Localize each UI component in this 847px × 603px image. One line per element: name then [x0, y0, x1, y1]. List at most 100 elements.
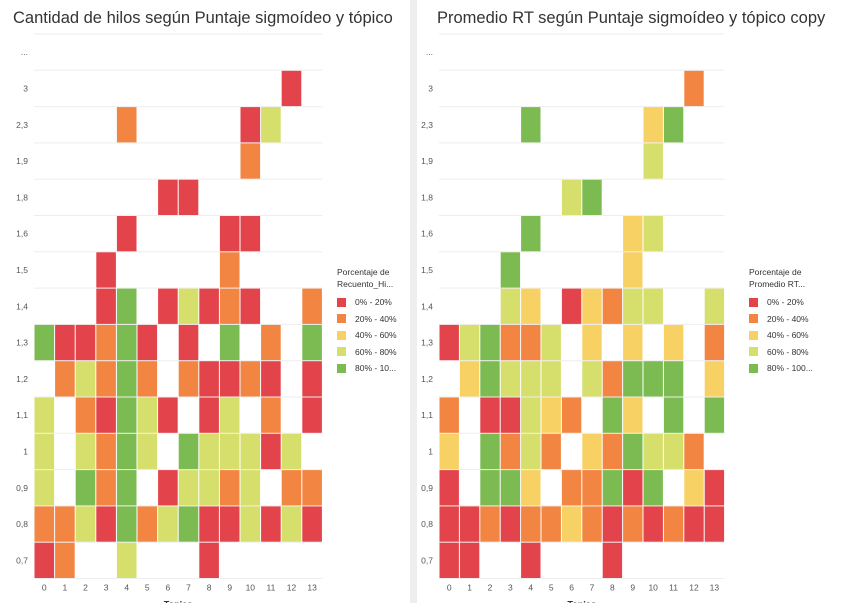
- x-tick-label: 7: [186, 583, 191, 593]
- x-tick-label: 3: [104, 583, 109, 593]
- legend-item[interactable]: 20% - 40%: [337, 311, 397, 328]
- heatmap-cell: [116, 107, 137, 143]
- heatmap-cell: [219, 288, 240, 324]
- heatmap-cell: [219, 216, 240, 252]
- legend-label: 0% - 20%: [767, 297, 804, 308]
- y-tick-label: 1,1: [421, 410, 433, 420]
- heatmap-cell: [116, 361, 137, 397]
- y-tick-label: 3: [23, 83, 28, 93]
- x-tick-label: 2: [488, 583, 493, 593]
- heatmap-cell: [240, 470, 261, 506]
- heatmap-cell: [75, 361, 96, 397]
- heatmap-cell: [623, 433, 643, 470]
- heatmap-cell: [158, 179, 178, 215]
- heatmap-cell: [219, 506, 240, 542]
- x-tick-label: 4: [528, 583, 533, 593]
- legend-item[interactable]: 80% - 10...: [337, 360, 397, 377]
- legend-item[interactable]: 60% - 80%: [749, 344, 813, 361]
- legend-label: 20% - 40%: [355, 313, 397, 324]
- heatmap-cell: [521, 361, 541, 397]
- heatmap-cell: [623, 324, 643, 361]
- heatmap-cell: [240, 506, 261, 542]
- y-tick-label: 0,9: [16, 483, 28, 493]
- legend-item[interactable]: 80% - 100...: [749, 360, 813, 377]
- heatmap-cell: [480, 470, 500, 506]
- heatmap-cell: [96, 288, 116, 324]
- x-tick-label: 12: [689, 583, 699, 593]
- heatmap-cell: [199, 506, 219, 542]
- heatmap-cell: [459, 506, 480, 542]
- heatmap-cell: [137, 324, 158, 361]
- heatmap-cell: [158, 288, 178, 324]
- y-tick-label: 1,8: [16, 192, 28, 202]
- x-tick-label: 0: [447, 583, 452, 593]
- heatmap-cell: [96, 361, 116, 397]
- heatmap-cell: [480, 397, 500, 433]
- heatmap-cell: [116, 288, 137, 324]
- legend-item[interactable]: 20% - 40%: [749, 311, 813, 328]
- heatmap-cell: [96, 324, 116, 361]
- heatmap-cell: [561, 397, 582, 433]
- heatmap-cell: [643, 361, 663, 397]
- heatmap-cell: [116, 470, 137, 506]
- heatmap-cell: [459, 542, 480, 578]
- heatmap-cell: [75, 506, 96, 542]
- heatmap-cell: [500, 397, 521, 433]
- heatmap-cell: [561, 506, 582, 542]
- heatmap-cell: [219, 324, 240, 361]
- heatmap-cell: [261, 397, 281, 433]
- y-tick-label: 1,1: [16, 410, 28, 420]
- legend-item[interactable]: 0% - 20%: [337, 294, 397, 311]
- chart-panel-left: Cantidad de hilos según Puntaje sigmoíde…: [0, 0, 410, 603]
- legend-label: 60% - 80%: [767, 346, 809, 357]
- heatmap-cell: [137, 397, 158, 433]
- legend-label: 40% - 60%: [355, 330, 397, 341]
- heatmap-cell: [439, 542, 459, 578]
- heatmap-cell: [34, 542, 55, 578]
- legend-item[interactable]: 40% - 60%: [749, 327, 813, 344]
- heatmap-cell: [96, 397, 116, 433]
- heatmap-cell: [663, 506, 684, 542]
- heatmap-cell: [137, 361, 158, 397]
- legend-item[interactable]: 60% - 80%: [337, 344, 397, 361]
- x-tick-label: 3: [508, 583, 513, 593]
- heatmap-chart: ... 3 2,3 1,9 1,8 1,6 1,5 1,4 1,3 1,2 1,1 1 0,9 0,8 0,…: [16, 33, 323, 603]
- heatmap-cell: [521, 324, 541, 361]
- heatmap-cell: [96, 470, 116, 506]
- heatmap-cell: [684, 433, 704, 470]
- heatmap-cell: [178, 288, 199, 324]
- y-tick-label: 1,5: [421, 265, 433, 275]
- legend-swatch: [337, 347, 346, 357]
- heatmap-cell: [521, 288, 541, 324]
- heatmap-cell: [704, 506, 725, 542]
- heatmap-cell: [199, 397, 219, 433]
- y-tick-label: 0,7: [421, 555, 433, 565]
- legend-item[interactable]: 0% - 20%: [749, 294, 813, 311]
- heatmap-cell: [55, 506, 75, 542]
- heatmap-cell: [643, 288, 663, 324]
- heatmap-cell: [199, 542, 219, 578]
- heatmap-cell: [643, 433, 663, 470]
- x-tick-label: 6: [569, 583, 574, 593]
- heatmap-cell: [240, 216, 261, 252]
- heatmap-cell: [34, 433, 55, 470]
- legend-item[interactable]: 40% - 60%: [337, 327, 397, 344]
- heatmap-cell: [663, 361, 684, 397]
- heatmap-cell: [302, 288, 322, 324]
- x-tick-label: 12: [287, 583, 297, 593]
- x-tick-label: 5: [145, 583, 150, 593]
- legend-title: Porcentaje de: [749, 267, 802, 277]
- heatmap-cell: [199, 433, 219, 470]
- heatmap-cell: [602, 361, 623, 397]
- heatmap-cell: [602, 470, 623, 506]
- x-tick-label: 2: [83, 583, 88, 593]
- x-tick-label: 0: [42, 583, 47, 593]
- heatmap-cell: [261, 324, 281, 361]
- heatmap-cell: [302, 397, 322, 433]
- heatmap-cell: [521, 216, 541, 252]
- legend-label: 60% - 80%: [355, 346, 397, 357]
- heatmap-cell: [500, 361, 521, 397]
- heatmap-cell: [261, 361, 281, 397]
- y-tick-label: 1,4: [16, 301, 28, 311]
- heatmap-cell: [55, 324, 75, 361]
